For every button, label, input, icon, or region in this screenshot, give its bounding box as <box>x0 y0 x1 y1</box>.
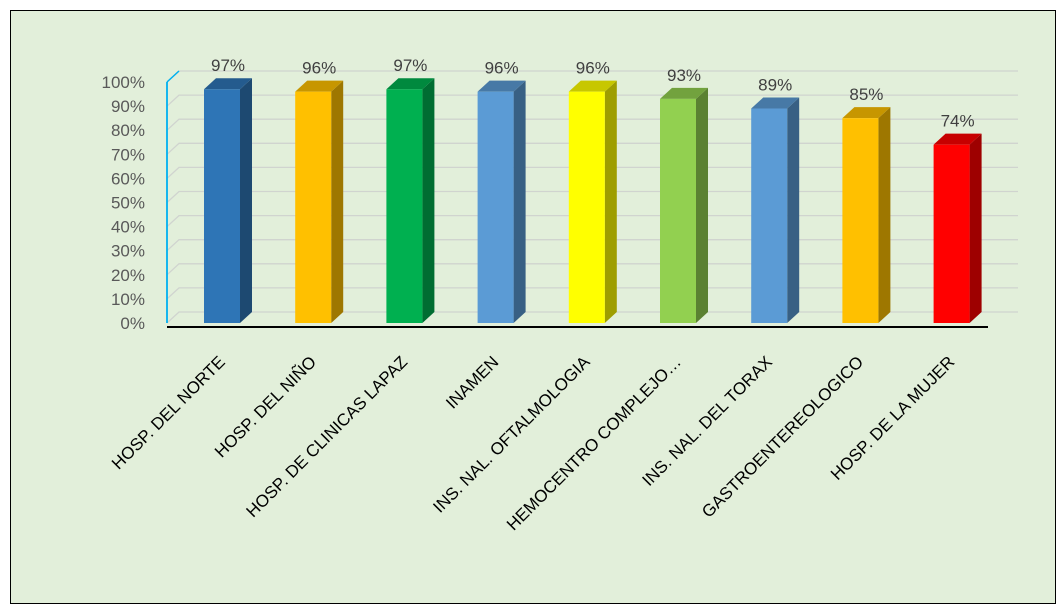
y-tick-label: 20% <box>111 266 145 285</box>
data-label: 89% <box>758 76 792 95</box>
x-tick-label: GASTROENTEREOLOGICO <box>698 352 867 521</box>
bar-side <box>240 78 252 323</box>
gridline <box>166 214 1018 228</box>
bar-side <box>422 78 435 323</box>
x-tick-label: HOSP. DEL NIÑO <box>211 352 320 461</box>
bar-top <box>386 78 435 90</box>
gridline <box>166 166 1018 179</box>
gridline <box>166 263 1018 276</box>
data-label: 97% <box>211 56 245 75</box>
bar <box>751 108 788 323</box>
bar <box>386 89 423 323</box>
bar-side <box>878 107 891 324</box>
y-tick-label: 40% <box>111 218 145 237</box>
bar <box>842 118 879 324</box>
gridline <box>166 239 1018 252</box>
gridline <box>166 190 1018 203</box>
bar-top <box>660 87 708 99</box>
bar-side <box>969 133 982 323</box>
gridline <box>166 287 1018 300</box>
bar <box>295 91 332 323</box>
y-tick-label: 60% <box>111 169 145 188</box>
x-tick-label: HOSP. DEL NORTE <box>108 352 229 473</box>
bar-top <box>204 78 252 90</box>
data-label: 97% <box>393 56 427 75</box>
y-tick-label: 30% <box>111 242 145 261</box>
x-tick-label: HEMOCENTRO COMPLEJO… <box>503 352 685 534</box>
bar <box>933 144 970 323</box>
data-label: 96% <box>485 59 519 78</box>
y-tick-label: 10% <box>111 290 145 309</box>
x-tick-label: INS. NAL. OFTALMOLOGIA <box>429 352 594 517</box>
bar-top <box>477 80 526 92</box>
bar <box>477 91 514 323</box>
y-tick-label: 80% <box>111 121 145 140</box>
gridline <box>166 311 1018 324</box>
x-tick-label: INAMEN <box>442 352 502 412</box>
data-label: 74% <box>941 112 975 131</box>
bar-top <box>933 133 982 145</box>
data-label: 96% <box>576 59 610 78</box>
bar <box>568 91 605 323</box>
bar-side <box>604 80 617 323</box>
y-tick-label: 70% <box>111 145 145 164</box>
data-label: 96% <box>302 59 336 78</box>
bar-top <box>751 97 800 109</box>
bar <box>204 89 240 323</box>
gridline <box>166 94 1018 107</box>
y-tick-label: 100% <box>102 73 145 92</box>
bar <box>660 98 696 324</box>
y-axis-top <box>166 70 180 83</box>
gridline <box>166 142 1018 155</box>
bar-side <box>787 97 800 323</box>
bar-side <box>331 80 344 323</box>
y-tick-label: 50% <box>111 194 145 213</box>
data-label: 93% <box>667 66 701 85</box>
y-tick-label: 0% <box>120 314 145 333</box>
gridline <box>166 118 1018 131</box>
x-tick-label: HOSP. DE CLINICAS LAPAZ <box>243 352 412 521</box>
bar-top <box>842 107 891 119</box>
bar-top <box>568 80 617 92</box>
y-tick-label: 90% <box>111 97 145 116</box>
bar-side <box>513 80 526 323</box>
bar-top <box>295 80 344 92</box>
data-label: 85% <box>849 85 883 104</box>
bar-side <box>696 87 708 324</box>
